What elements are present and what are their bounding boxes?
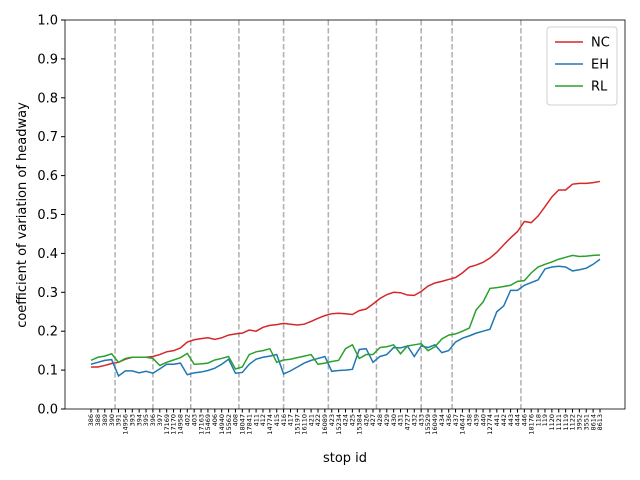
x-tick-label: 441 bbox=[493, 414, 501, 426]
x-tick-label: 429 bbox=[383, 414, 391, 426]
x-tick-label: 390 bbox=[108, 414, 116, 426]
x-tick-label: 15469 bbox=[204, 414, 212, 435]
x-tick-label: 406 bbox=[211, 414, 219, 426]
x-tick-label: 15197 bbox=[294, 414, 302, 435]
x-tick-label: 408 bbox=[232, 414, 240, 426]
y-tick-label: 0.3 bbox=[37, 286, 58, 301]
x-tick-label: 16110 bbox=[300, 414, 308, 435]
x-tick-label: 442 bbox=[500, 414, 508, 426]
x-tick-label: 15562 bbox=[225, 414, 233, 435]
x-tick-label: 391 bbox=[115, 414, 123, 426]
x-tick-label: 417 bbox=[287, 414, 295, 426]
x-tick-label: 3551 bbox=[582, 414, 590, 431]
x-tick-label: 388 bbox=[94, 414, 102, 426]
x-tick-label: 438 bbox=[466, 414, 474, 426]
y-tick-label: 0.2 bbox=[37, 325, 58, 340]
x-tick-label: 119 bbox=[541, 414, 549, 426]
x-tick-label: 428 bbox=[376, 414, 384, 426]
x-tick-label: 17841 bbox=[245, 414, 253, 435]
x-tick-label: 386 bbox=[87, 414, 95, 426]
x-tick-label: 434 bbox=[438, 414, 446, 426]
y-tick-label: 0.8 bbox=[37, 91, 58, 106]
x-tick-label: 14956 bbox=[122, 414, 130, 435]
legend-label: RL bbox=[591, 80, 608, 95]
x-tick-label: 15384 bbox=[355, 414, 363, 435]
x-tick-label: 1120 bbox=[548, 414, 556, 431]
x-tick-label: 421 bbox=[307, 414, 315, 426]
legend-label: NC bbox=[591, 36, 610, 51]
x-tick-label: 412 bbox=[259, 414, 267, 426]
plot-frame bbox=[64, 19, 626, 410]
x-tick-label: 430 bbox=[390, 414, 398, 426]
x-tick-label: 416 bbox=[280, 414, 288, 426]
x-tick-label: 394 bbox=[135, 414, 143, 426]
x-tick-label: 393 bbox=[128, 414, 136, 426]
x-tick-label: 444 bbox=[514, 414, 522, 426]
x-tick-label: 389 bbox=[101, 414, 109, 426]
x-tick-label: 396 bbox=[149, 414, 157, 426]
x-tick-label: 15529 bbox=[424, 414, 432, 435]
x-tick-label: 440 bbox=[479, 414, 487, 426]
x-tick-label: 18047 bbox=[239, 414, 247, 435]
x-tick-label: 395 bbox=[142, 414, 150, 426]
x-tick-label: 4727 bbox=[404, 414, 412, 431]
x-tick-label: 1121 bbox=[555, 414, 563, 431]
x-tick-label: 14940 bbox=[218, 414, 226, 435]
x-tick-label: 425 bbox=[349, 414, 357, 426]
x-tick-label: 8614 bbox=[589, 414, 597, 431]
x-tick-label: 15234 bbox=[335, 414, 343, 435]
x-tick-label: 433 bbox=[417, 414, 425, 426]
x-tick-label: 423 bbox=[328, 414, 336, 426]
series-line bbox=[90, 258, 601, 378]
y-tick-label: 0.6 bbox=[37, 169, 58, 184]
y-tick-label: 0.9 bbox=[37, 52, 58, 67]
legend-label: EH bbox=[591, 58, 609, 73]
x-tick-label: 437 bbox=[452, 414, 460, 426]
x-tick-label: 411 bbox=[252, 414, 260, 426]
x-tick-label: 17169 bbox=[163, 414, 171, 435]
x-tick-label: 397 bbox=[156, 414, 164, 426]
x-tick-label: 17163 bbox=[197, 414, 205, 435]
y-tick-label: 0.0 bbox=[37, 403, 58, 418]
x-tick-label: 439 bbox=[472, 414, 480, 426]
x-tick-label: 8613 bbox=[596, 414, 604, 431]
x-tick-label: 18176 bbox=[527, 414, 535, 435]
x-tick-label: 402 bbox=[183, 414, 191, 426]
x-tick-label: 14774 bbox=[266, 414, 274, 435]
y-tick-label: 0.5 bbox=[37, 208, 58, 223]
series-line bbox=[90, 254, 601, 370]
x-tick-label: 1119 bbox=[562, 414, 570, 431]
x-tick-label: 415 bbox=[273, 414, 281, 426]
x-tick-label: 3952 bbox=[576, 414, 584, 431]
x-tick-label: 16089 bbox=[321, 414, 329, 435]
x-axis-label: stop id bbox=[323, 451, 367, 466]
x-tick-label: 12774 bbox=[486, 414, 494, 435]
x-tick-label: 422 bbox=[314, 414, 322, 426]
x-tick-label: 431 bbox=[397, 414, 405, 426]
y-tick-label: 0.4 bbox=[37, 247, 58, 262]
x-tick-label: 1122 bbox=[569, 414, 577, 431]
x-tick-label: 427 bbox=[369, 414, 377, 426]
series-line bbox=[91, 180, 601, 368]
x-tick-label: 426 bbox=[362, 414, 370, 426]
x-tick-label: 446 bbox=[521, 414, 529, 426]
x-tick-label: 443 bbox=[507, 414, 515, 426]
x-tick-label: 436 bbox=[445, 414, 453, 426]
y-tick-label: 1.0 bbox=[37, 14, 58, 29]
x-tick-label: 16049 bbox=[431, 414, 439, 435]
x-tick-label: 17170 bbox=[170, 414, 178, 435]
x-tick-label: 432 bbox=[410, 414, 418, 426]
x-tick-label: 14647 bbox=[459, 414, 467, 435]
x-tick-label: 403 bbox=[190, 414, 198, 426]
x-tick-label: 118 bbox=[534, 414, 542, 426]
x-tick-label: 14958 bbox=[177, 414, 185, 435]
y-axis-label: coefficient of variation of headway bbox=[15, 102, 30, 328]
x-tick-label: 424 bbox=[342, 414, 350, 426]
y-tick-label: 0.1 bbox=[37, 364, 58, 379]
y-tick-label: 0.7 bbox=[37, 130, 58, 145]
